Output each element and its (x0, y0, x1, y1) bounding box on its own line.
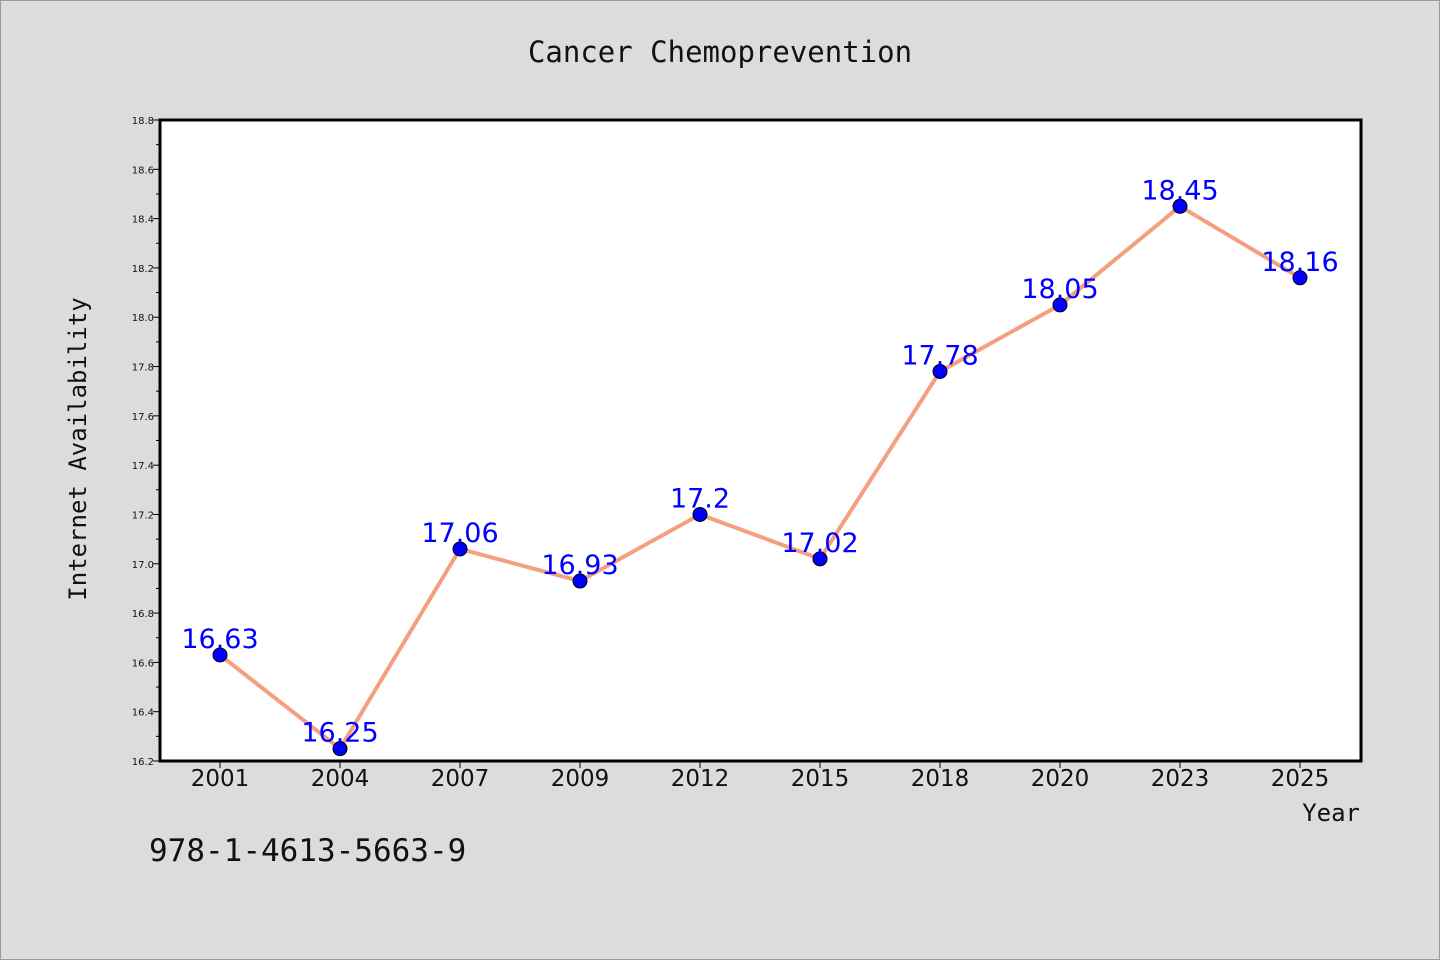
data-point-marker (812, 551, 828, 567)
data-point-marker (572, 573, 588, 589)
y-tick-label: 18.0 (132, 313, 154, 324)
y-axis-label: Internet Availability (64, 297, 92, 600)
data-labels: 16.63 16.25 17.06 16.93 17.2 17.02 17.78 18.05 1… (181, 175, 1338, 748)
data-point-marker (1052, 297, 1068, 313)
data-label: 16.63 (181, 624, 258, 655)
data-point-marker (212, 647, 228, 663)
data-point-marker (1292, 270, 1308, 286)
y-tick-label: 18.2 (132, 264, 154, 275)
y-axis-ticks (153, 119, 160, 762)
x-tick-label: 2023 (1151, 766, 1210, 792)
series-line (218, 204, 1302, 751)
x-axis-ticks (219, 761, 1301, 768)
y-tick-label: 16.4 (132, 708, 154, 719)
y-tick-label: 18.4 (132, 215, 154, 226)
x-tick-label: 2001 (191, 766, 250, 792)
y-tick-label: 16.6 (132, 658, 154, 669)
x-tick-label: 2025 (1271, 766, 1330, 792)
y-tick-label: 17.0 (132, 560, 154, 571)
x-tick-label: 2012 (671, 766, 730, 792)
plot-area (158, 118, 1363, 763)
data-label: 18.16 (1261, 247, 1338, 278)
data-label: 16.93 (541, 550, 618, 581)
x-tick-label: 2015 (791, 766, 850, 792)
chart-title: Cancer Chemoprevention (527, 35, 913, 69)
y-tick-label: 18.8 (132, 116, 154, 127)
y-tick-label: 16.8 (132, 609, 154, 620)
data-label: 17.78 (901, 340, 978, 371)
x-axis-tick-labels: 2001 2004 2007 2009 2012 2015 2018 2020 2023 2025 (191, 766, 1330, 792)
data-label: 16.25 (301, 718, 378, 749)
y-tick-label: 17.4 (132, 461, 154, 472)
data-label: 17.2 (670, 483, 730, 514)
y-tick-label: 18.6 (132, 165, 154, 176)
x-tick-label: 2007 (431, 766, 490, 792)
data-point-marker (332, 741, 348, 757)
data-label: 17.06 (421, 518, 498, 549)
y-tick-label: 17.8 (132, 363, 154, 374)
x-axis-label: Year (1302, 799, 1360, 827)
data-point-marker (692, 506, 708, 522)
data-point-marker (1172, 198, 1188, 214)
y-tick-label: 17.6 (132, 412, 154, 423)
x-tick-label: 2018 (911, 766, 970, 792)
data-label: 17.02 (781, 528, 858, 559)
y-axis-tick-labels: 16.2 16.4 16.6 16.8 17.0 17.2 17.4 17.6 17.8 18.0… (132, 116, 154, 768)
data-label: 18.05 (1021, 274, 1098, 305)
x-tick-label: 2020 (1031, 766, 1090, 792)
x-tick-label: 2009 (551, 766, 610, 792)
data-point-marker (452, 541, 468, 557)
identifier-text: 978-1-4613-5663-9 (149, 833, 467, 869)
y-tick-label: 16.2 (132, 757, 154, 768)
data-label: 18.45 (1141, 175, 1218, 206)
y-tick-label: 17.2 (132, 510, 154, 521)
data-point-marker (932, 363, 948, 379)
x-tick-label: 2004 (311, 766, 370, 792)
series-markers (212, 198, 1308, 757)
